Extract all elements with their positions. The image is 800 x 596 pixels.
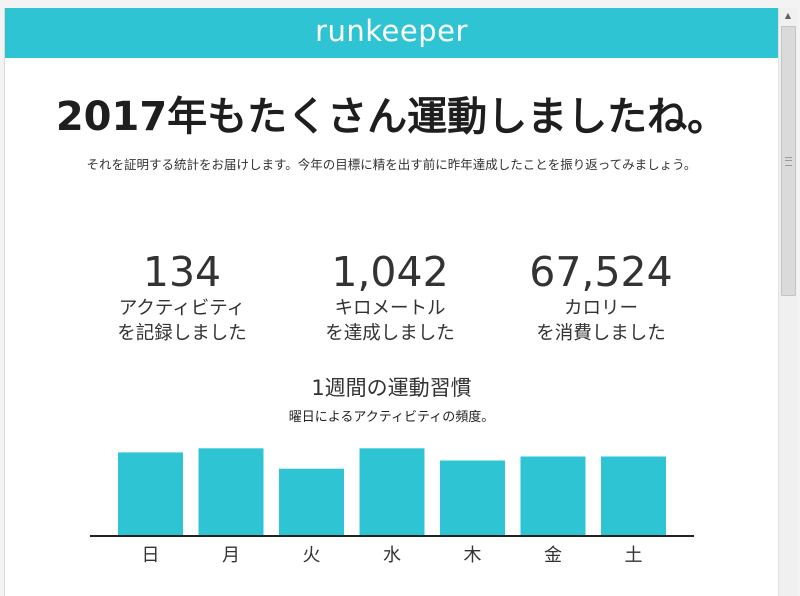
- scrollbar-grip-icon: [785, 157, 792, 166]
- stat-distance-label-2: を達成しました: [325, 323, 455, 344]
- stat-activities-label-2: を記録しました: [117, 323, 247, 344]
- page-headline: 2017年もたくさん運動しましたね。: [55, 94, 728, 140]
- weekly-bar-chart: 日月火水木金土: [90, 448, 694, 566]
- scrollbar-thumb[interactable]: [781, 26, 796, 296]
- chart-bar-4: [440, 460, 505, 535]
- chart-x-tick-label-0: 日: [142, 545, 160, 566]
- page-subline: それを証明する統計をお届けします。今年の目標に精を出す前に昨年達成したことを振り…: [86, 157, 697, 172]
- chart-bar-1: [198, 448, 264, 535]
- chart-bar-3: [359, 448, 425, 535]
- main-content: runkeeper 2017年もたくさん運動しましたね。 それを証明する統計をお…: [4, 8, 778, 596]
- stat-activities-value: 134: [142, 248, 222, 296]
- stat-calories-value: 67,524: [529, 248, 673, 296]
- stat-calories: 67,524 カロリー を消費しました: [501, 248, 701, 346]
- chart-x-tick-label-6: 土: [625, 545, 643, 566]
- stat-calories-label-2: を消費しました: [536, 323, 666, 344]
- chart-x-tick-label-3: 水: [383, 545, 401, 566]
- chart-bar-0: [118, 452, 183, 535]
- header-bar: runkeeper: [5, 8, 778, 58]
- weekly-habit-title: 1週間の運動習慣: [311, 376, 472, 400]
- stat-distance: 1,042 キロメートル を達成しました: [290, 248, 490, 346]
- scroll-up-arrow-icon[interactable]: ▲: [784, 11, 792, 20]
- stat-activities: 134 アクティビティ を記録しました: [82, 248, 282, 346]
- chart-bar-2: [279, 468, 344, 535]
- chart-bar-6: [601, 456, 666, 535]
- chart-x-tick-label-5: 金: [544, 545, 562, 566]
- chart-x-tick-label-4: 木: [464, 545, 482, 566]
- vertical-scrollbar[interactable]: ▲: [778, 8, 797, 596]
- chart-bar-5: [520, 456, 586, 535]
- stat-calories-label-1: カロリー: [563, 298, 638, 319]
- chart-x-tick-label-1: 月: [222, 545, 240, 566]
- weekly-habit-subtitle: 曜日によるアクティビティの頻度。: [288, 410, 495, 425]
- chart-x-tick-label-2: 火: [303, 545, 321, 566]
- runkeeper-logo[interactable]: runkeeper: [315, 14, 468, 48]
- stat-distance-value: 1,042: [331, 248, 449, 296]
- stat-distance-label-1: キロメートル: [334, 298, 446, 319]
- stat-activities-label-1: アクティビティ: [118, 298, 246, 319]
